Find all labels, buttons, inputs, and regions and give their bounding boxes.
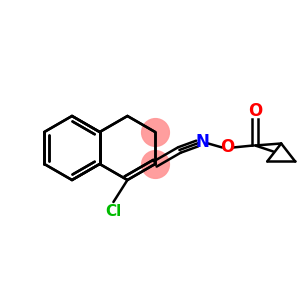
Text: O: O bbox=[220, 139, 234, 157]
Text: N: N bbox=[195, 133, 209, 151]
Text: O: O bbox=[248, 103, 262, 121]
Text: Cl: Cl bbox=[105, 203, 122, 218]
